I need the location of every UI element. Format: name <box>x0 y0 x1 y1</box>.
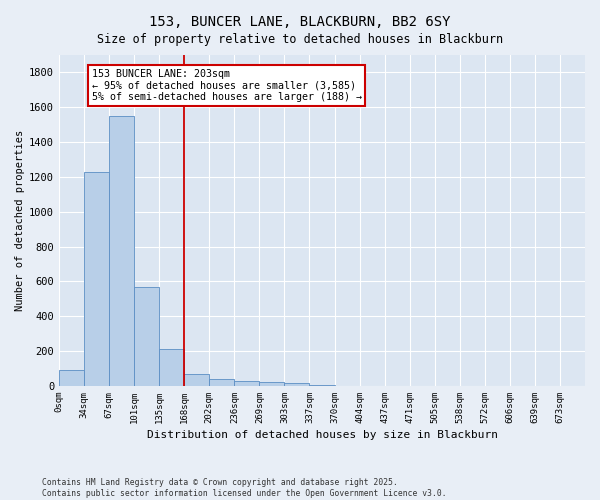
Bar <box>284 384 310 386</box>
X-axis label: Distribution of detached houses by size in Blackburn: Distribution of detached houses by size … <box>146 430 497 440</box>
Bar <box>159 350 184 386</box>
Text: 153 BUNCER LANE: 203sqm
← 95% of detached houses are smaller (3,585)
5% of semi-: 153 BUNCER LANE: 203sqm ← 95% of detache… <box>92 69 362 102</box>
Bar <box>134 286 159 386</box>
Bar <box>84 172 109 386</box>
Bar <box>259 382 284 386</box>
Bar <box>109 116 134 386</box>
Text: 153, BUNCER LANE, BLACKBURN, BB2 6SY: 153, BUNCER LANE, BLACKBURN, BB2 6SY <box>149 15 451 29</box>
Text: Contains HM Land Registry data © Crown copyright and database right 2025.
Contai: Contains HM Land Registry data © Crown c… <box>42 478 446 498</box>
Text: Size of property relative to detached houses in Blackburn: Size of property relative to detached ho… <box>97 32 503 46</box>
Bar <box>235 380 259 386</box>
Bar <box>310 385 335 386</box>
Y-axis label: Number of detached properties: Number of detached properties <box>15 130 25 311</box>
Bar <box>59 370 84 386</box>
Bar <box>209 379 235 386</box>
Bar <box>184 374 209 386</box>
